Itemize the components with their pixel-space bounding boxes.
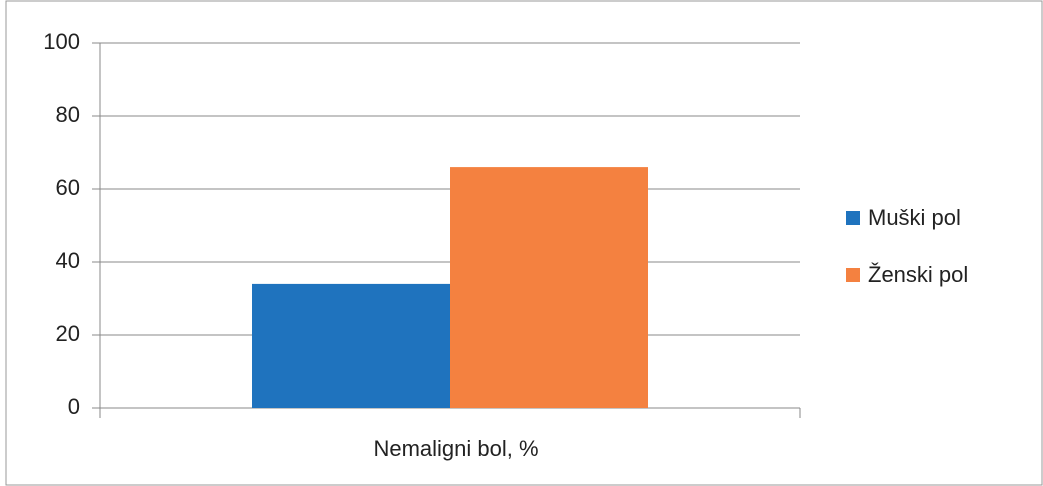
legend-swatch — [846, 211, 860, 225]
y-tick-label: 100 — [43, 29, 80, 54]
bar — [450, 167, 648, 408]
y-tick-label: 60 — [56, 175, 80, 200]
y-tick-label: 0 — [68, 394, 80, 419]
y-tick-label: 20 — [56, 321, 80, 346]
legend-swatch — [846, 268, 860, 282]
bar — [252, 283, 450, 408]
x-tick-label: Nemaligni bol, % — [373, 436, 538, 461]
y-tick-label: 40 — [56, 248, 80, 273]
legend-label: Muški pol — [868, 205, 961, 230]
legend-label: Ženski pol — [868, 262, 968, 287]
y-tick-label: 80 — [56, 102, 80, 127]
